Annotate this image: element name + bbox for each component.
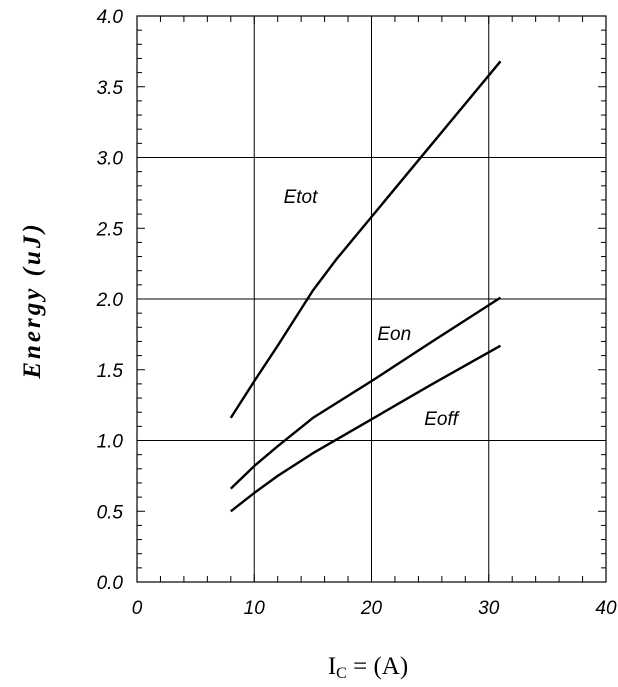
series-label-etot: Etot <box>284 187 319 208</box>
y-tick-label: 4.0 <box>97 7 124 28</box>
x-axis-label-sub: C <box>336 665 347 682</box>
series-line-eon <box>229 296 502 490</box>
y-axis-label: Energy (uJ) <box>19 221 46 379</box>
y-tick-label: 2.5 <box>96 219 124 240</box>
y-tick-label: 3.0 <box>97 149 124 170</box>
y-tick-label: 1.0 <box>97 432 124 453</box>
y-tick-label: 2.0 <box>96 290 124 311</box>
x-tick-label: 40 <box>595 598 617 619</box>
plot-frame <box>136 15 607 583</box>
series-label-eoff: Eoff <box>424 409 460 430</box>
y-tick-label: 0.5 <box>97 502 124 523</box>
tick-labels: 0 10 20 30 40 0.0 0.5 1.0 1.5 2.0 2.5 3.0 3.5 4.0 <box>96 7 617 619</box>
series-line-eoff <box>230 344 502 513</box>
x-tick-label: 20 <box>360 598 383 619</box>
x-tick-label: 30 <box>478 598 500 619</box>
series-labels: Etot Eon Eoff <box>284 187 460 430</box>
x-axis-label-rest: = (A) <box>347 653 408 680</box>
y-tick-label: 1.5 <box>97 361 124 382</box>
series-line-etot <box>229 60 502 419</box>
x-axis-label: IC = (A) <box>328 653 408 682</box>
x-axis-label-main: I <box>328 653 336 680</box>
series-lines <box>229 60 502 513</box>
grid <box>137 16 606 582</box>
x-tick-label: 10 <box>244 598 266 619</box>
y-tick-label: 3.5 <box>97 78 124 99</box>
x-tick-label: 0 <box>132 598 143 619</box>
y-tick-label: 0.0 <box>97 573 124 594</box>
series-label-eon: Eon <box>377 324 411 345</box>
ticks <box>136 15 607 583</box>
